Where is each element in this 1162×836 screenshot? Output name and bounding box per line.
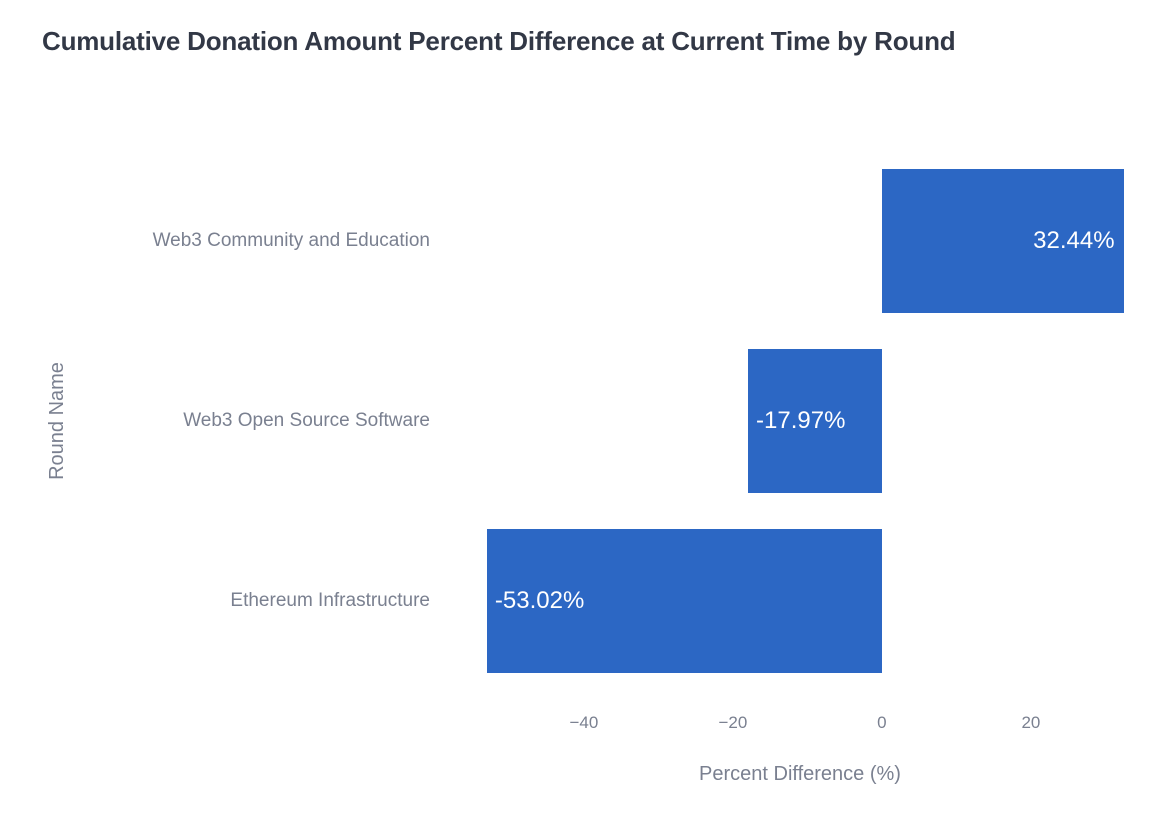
bar-value-label: -17.97% [756,407,846,434]
category-label-web3-community-and-education: Web3 Community and Education [152,230,430,251]
bar-value-label: 32.44% [1033,227,1115,254]
x-tick-label: −20 [718,713,748,732]
bar-web3-open-source-software[interactable]: -17.97% [748,349,882,493]
x-tick-label: 20 [1021,713,1041,732]
category-label-web3-open-source-software: Web3 Open Source Software [183,410,430,431]
bar-web3-community-and-education[interactable]: 32.44% [881,169,1124,313]
x-tick-label: 0 [877,713,887,732]
x-axis-title: Percent Difference (%) [699,763,901,785]
x-tick-label: −40 [569,713,599,732]
bar-value-label: -53.02% [494,587,585,614]
chart-title: Cumulative Donation Amount Percent Diffe… [42,26,956,56]
category-label-ethereum-infrastructure: Ethereum Infrastructure [230,590,430,611]
bar-ethereum-infrastructure[interactable]: -53.02% [486,529,882,673]
